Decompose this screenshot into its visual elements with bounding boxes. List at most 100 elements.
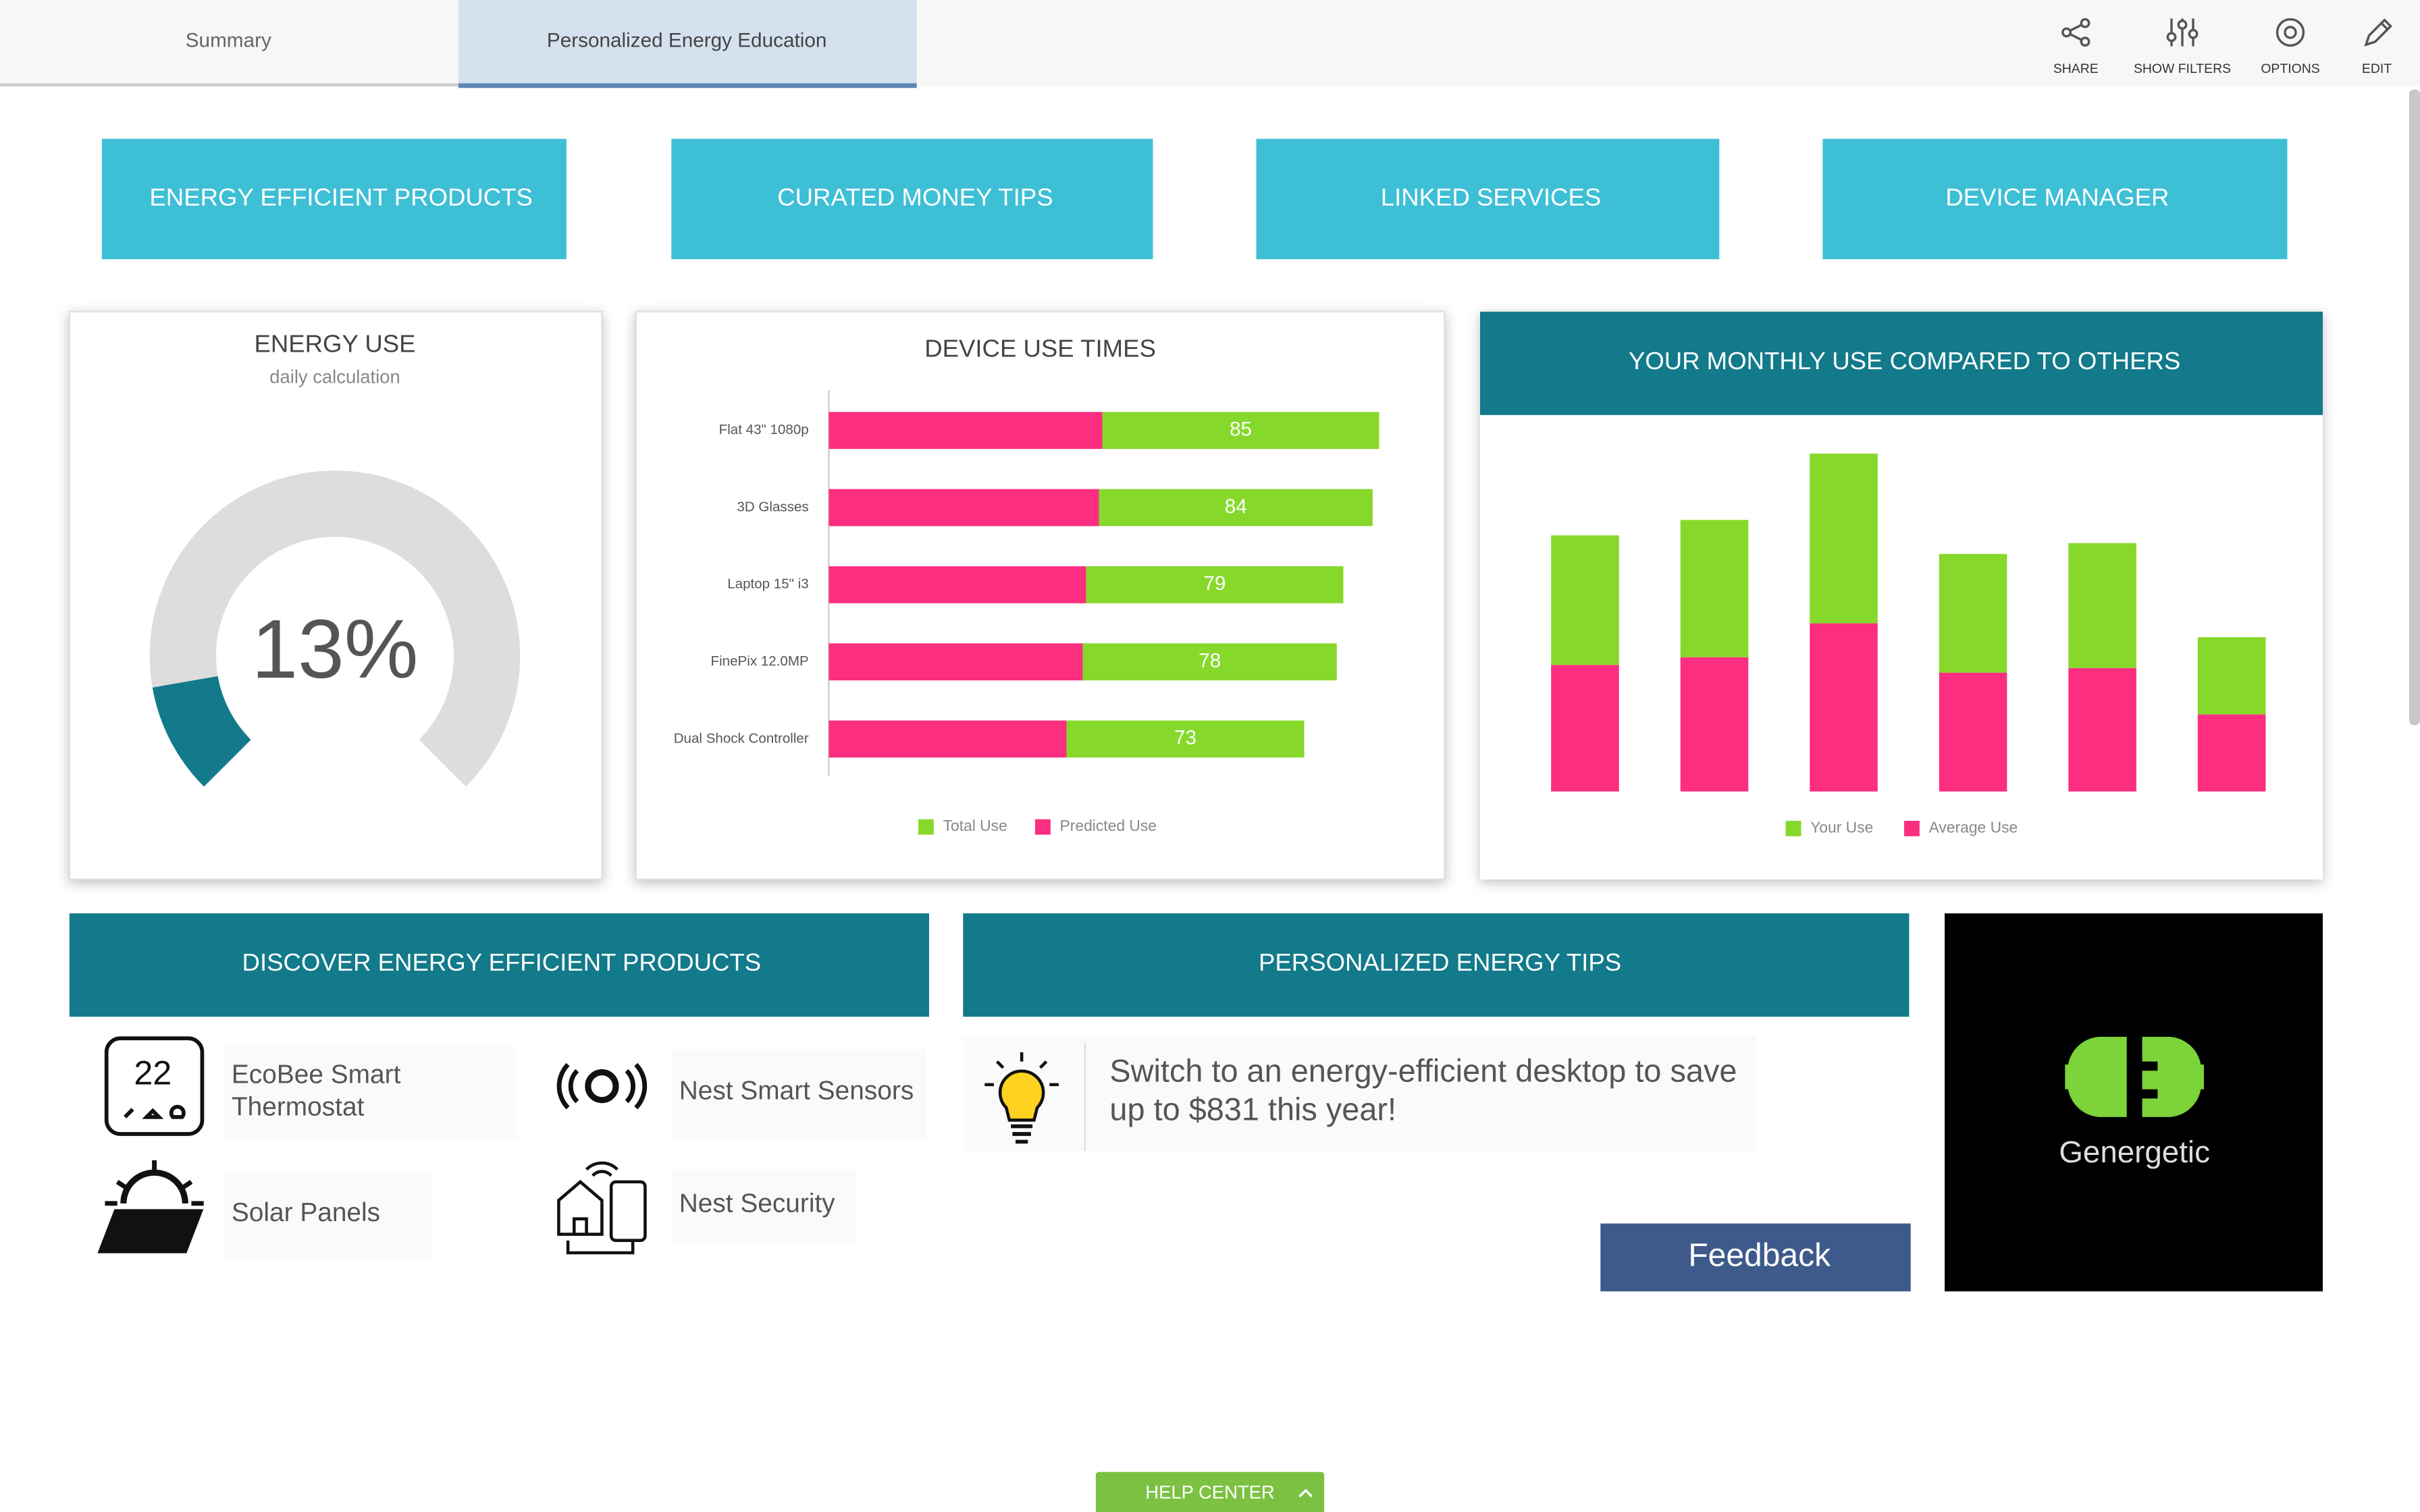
product-name[interactable]: EcoBee Smart Thermostat (231, 1060, 401, 1122)
gauge (149, 470, 521, 787)
bar-segment (828, 720, 1067, 758)
legend-swatch (918, 819, 934, 835)
help-tab[interactable] (1095, 1472, 1325, 1512)
card-title: ENERGY USE (254, 330, 415, 358)
legend-swatch (1785, 821, 1801, 836)
tab-underline (0, 83, 458, 86)
toolbar-label[interactable]: OPTIONS (2261, 61, 2319, 76)
legend-label: Total Use (943, 817, 1007, 834)
nav-buttons: ENERGY EFFICIENT PRODUCTS CURATED MONEY … (101, 138, 2288, 259)
feedback-button[interactable] (1600, 1223, 1911, 1292)
bar-segment (828, 489, 1099, 526)
bar-label: 84 (1225, 495, 1247, 518)
nav-button[interactable] (101, 138, 567, 259)
bar-label: 85 (1230, 418, 1252, 441)
bar-label: 78 (1199, 649, 1221, 672)
gauge-label: 13% (252, 603, 419, 696)
tab[interactable]: Personalized Energy Education (547, 30, 826, 52)
device-chart: Flat 43" 1080p 85 3D Glasses 84 Laptop 15" i… (674, 412, 1379, 835)
bar-segment (1810, 623, 1878, 792)
bar-segment (828, 643, 1083, 680)
card-subtitle: daily calculation (269, 366, 400, 387)
bar-segment (2068, 668, 2136, 792)
gauge-value (152, 675, 252, 787)
toolbar-label[interactable]: SHARE (2053, 61, 2099, 76)
nav-button-label[interactable]: ENERGY EFFICIENT PRODUCTS (149, 184, 532, 211)
bar-segment (1680, 657, 1749, 792)
section-title: DISCOVER ENERGY EFFICIENT PRODUCTS (242, 948, 762, 976)
toolbar-label[interactable]: SHOW FILTERS (2134, 61, 2231, 76)
item-bg (223, 1046, 517, 1139)
y-tick-label: 3D Glasses (737, 499, 808, 514)
legend-swatch (1903, 821, 1920, 836)
toolbar-icons (2061, 18, 2392, 47)
active-tab-bg[interactable] (458, 0, 917, 86)
top-bar (0, 0, 2420, 86)
bar-segment (1939, 554, 2007, 673)
bar-label: 79 (1203, 572, 1226, 595)
y-tick-label: Laptop 15" i3 (727, 576, 809, 592)
nav-button-label[interactable]: LINKED SERVICES (1381, 184, 1601, 211)
nav-button-label[interactable]: DEVICE MANAGER (1945, 184, 2169, 211)
bar-segment (1810, 454, 1878, 624)
energy-card (68, 310, 603, 880)
bar-segment (1680, 520, 1749, 657)
section-title: PERSONALIZED ENERGY TIPS (1259, 948, 1621, 976)
brand-box (1945, 913, 2323, 1292)
product-icons: 22 (97, 1036, 648, 1255)
y-tick-label: FinePix 12.0MP (711, 653, 809, 669)
active-tab-underline (458, 83, 917, 88)
tab[interactable]: Summary (186, 30, 271, 52)
bar-segment (828, 566, 1086, 603)
product-name[interactable]: Solar Panels (232, 1198, 380, 1227)
bar-segment (828, 412, 1103, 450)
section-header (963, 913, 1910, 1017)
tip-bg (963, 1037, 1757, 1152)
bar-segment (2197, 637, 2266, 715)
product-name[interactable]: Nest Smart Sensors (679, 1077, 914, 1106)
monthly-chart: Your Use Average Use (1551, 454, 2266, 836)
legend-swatch (1034, 819, 1051, 835)
item-bg (671, 1049, 926, 1139)
gauge-track (149, 470, 521, 787)
product-item[interactable]: EcoBee Smart Thermostat (232, 1058, 509, 1129)
y-tick-label: Dual Shock Controller (674, 730, 809, 746)
bulb-icon (984, 1052, 1059, 1144)
legend-label: Your Use (1810, 818, 1873, 836)
legend-label: Average Use (1929, 818, 2018, 836)
feedback-label[interactable]: Feedback (1688, 1238, 1831, 1274)
nav-button[interactable] (671, 138, 1153, 259)
tip: Switch to an energy-efficient desktop to… (1109, 1054, 1737, 1128)
bar-segment (1099, 489, 1373, 526)
brand-name: Genergetic (2059, 1135, 2210, 1169)
bar-segment (1551, 665, 1619, 792)
bar-segment (1086, 566, 1344, 603)
bar-segment (1551, 535, 1619, 666)
card-header (1480, 311, 2323, 415)
nav-button[interactable] (1256, 138, 1720, 259)
bar-segment (2068, 543, 2136, 668)
bar-segment (1066, 720, 1305, 758)
item-bg (671, 1169, 857, 1244)
tip-text: Switch to an energy-efficient desktop to… (1109, 1054, 1737, 1128)
brand-logo (2065, 1037, 2204, 1117)
bar-segment (1939, 672, 2007, 792)
help-chevron (1298, 1488, 1313, 1498)
product-name[interactable]: Nest Security (679, 1189, 836, 1218)
bar-segment (1102, 412, 1379, 450)
legend-label: Predicted Use (1060, 817, 1157, 834)
help-label[interactable]: HELP CENTER (1145, 1482, 1274, 1503)
nav-button-label[interactable]: CURATED MONEY TIPS (777, 184, 1053, 211)
bar-label: 73 (1174, 727, 1196, 749)
bar-segment (2197, 714, 2266, 792)
card-title: DEVICE USE TIMES (924, 335, 1156, 362)
section-header (69, 913, 929, 1017)
card-title: YOUR MONTHLY USE COMPARED TO OTHERS (1629, 347, 2180, 375)
nav-button[interactable] (1822, 138, 2288, 259)
scrollbar[interactable] (2409, 89, 2420, 726)
item-bg (223, 1172, 432, 1258)
toolbar-label[interactable]: EDIT (2362, 61, 2392, 76)
y-tick-label: Flat 43" 1080p (719, 422, 809, 437)
